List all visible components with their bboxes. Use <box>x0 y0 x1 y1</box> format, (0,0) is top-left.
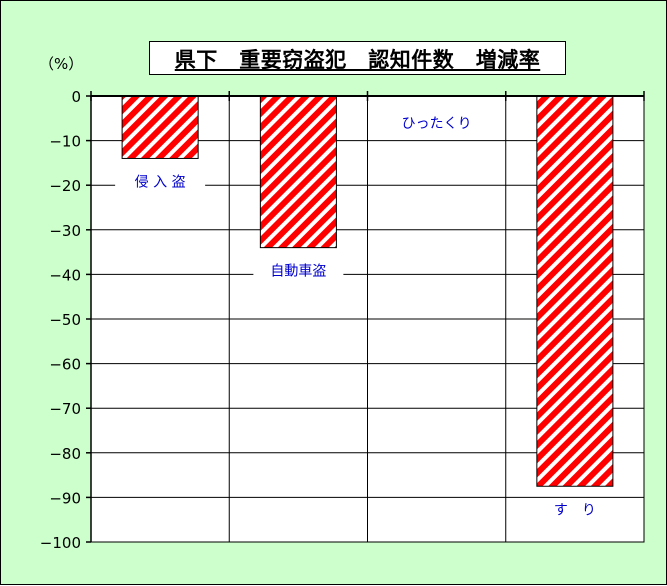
y-tick-label: −20 <box>49 177 81 195</box>
y-tick-label: −30 <box>49 222 81 240</box>
y-tick-label: −70 <box>49 400 81 418</box>
y-tick-label: −40 <box>49 266 81 284</box>
category-label: 侵 入 盗 <box>135 173 186 190</box>
y-tick-label: −60 <box>49 356 81 374</box>
category-label-bg <box>253 260 344 281</box>
category-label: ひったくり <box>402 116 472 132</box>
bar <box>259 95 337 249</box>
y-tick-label: −50 <box>49 311 81 329</box>
bar <box>121 95 199 159</box>
bar <box>536 95 614 487</box>
category-label-bg <box>391 113 482 133</box>
y-tick-label: −90 <box>49 489 81 507</box>
category-label: 自動車盗 <box>270 263 326 280</box>
chart-title: 県下 重要窃盗犯 認知件数 増減率 <box>174 47 541 72</box>
category-label: す り <box>554 502 596 518</box>
y-tick-label: 0 <box>71 88 81 106</box>
y-tick-label: −80 <box>49 445 81 463</box>
y-tick-label: −10 <box>49 133 81 151</box>
category-label-bg <box>529 499 620 520</box>
y-axis-unit-label: （%） <box>39 55 84 73</box>
category-label-bg <box>115 171 206 192</box>
y-tick-label: −100 <box>40 534 81 552</box>
chart-title-box: 県下 重要窃盗犯 認知件数 増減率 <box>149 41 566 75</box>
